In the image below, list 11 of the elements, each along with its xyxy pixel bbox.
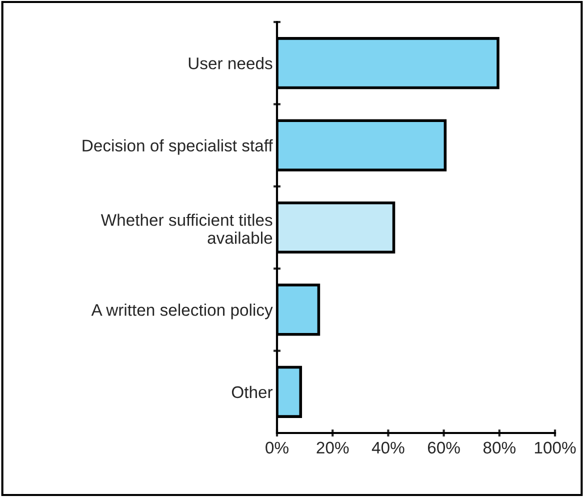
x-tick-label: 100% [534,442,576,454]
x-tick-label: 0% [266,442,288,454]
x-tick-label: 60% [428,442,460,454]
x-tick-label: 40% [372,442,404,454]
y-tick-label: Decision of specialist staff [82,139,273,155]
y-tick-label: Other [232,386,273,398]
x-tick-label: 20% [316,442,349,454]
y-tick-label: Whether sufficient titles available [100,214,272,244]
y-tick-label: User needs [188,57,272,70]
y-tick-label: A written selection policy [91,304,273,320]
x-tick-label: 80% [483,442,516,454]
